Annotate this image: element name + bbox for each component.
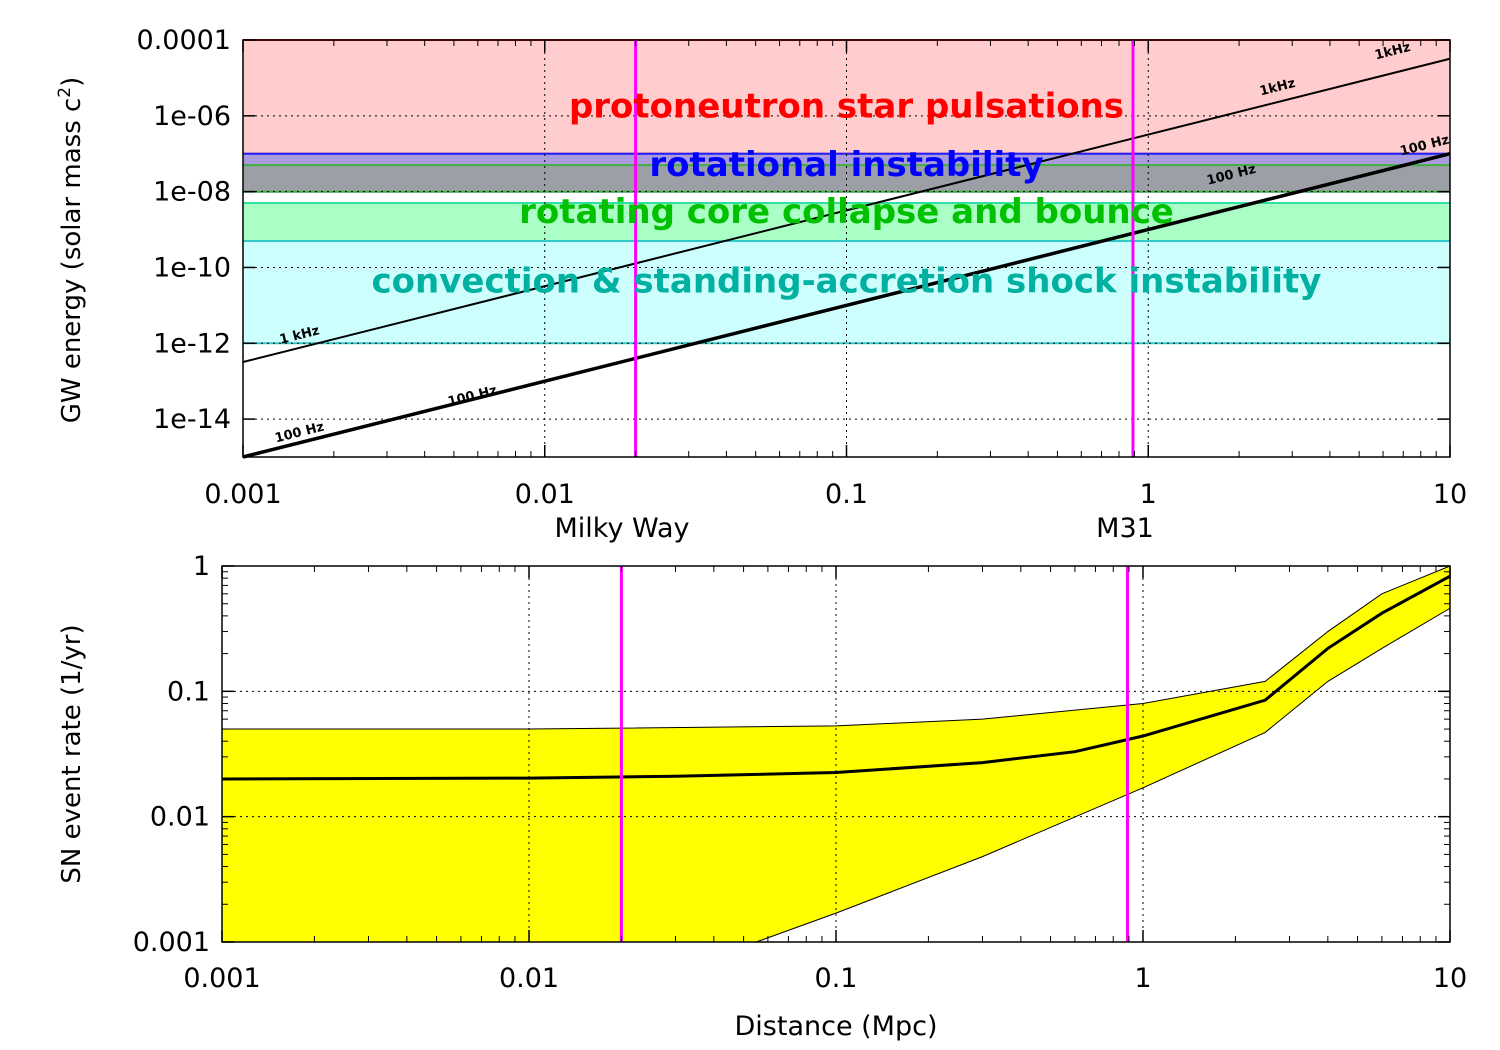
gw-energy-chart: protoneutron star pulsations rotational i… — [55, 25, 1467, 544]
reference-lines — [634, 40, 1135, 457]
y-tick-label: 0.1 — [167, 676, 210, 707]
y-axis-label: GW energy (solar mass c2) — [55, 77, 87, 424]
y-tick-label: 1e-10 — [153, 252, 231, 283]
x-tick-label: 10 — [1433, 963, 1467, 994]
y-tick-label: 1e-12 — [153, 328, 231, 359]
x-tick-label: 1 — [1134, 963, 1151, 994]
sn-rate-chart: 0.001 0.01 0.1 1 10 1 0.1 0.01 0.001 SN event ra… — [57, 551, 1467, 1042]
x-tick-label: 0.001 — [183, 963, 260, 994]
frequency-lines — [242, 57, 1451, 459]
band-label: protoneutron star pulsations — [569, 87, 1124, 127]
y-tick-label: 1e-14 — [153, 404, 231, 435]
band-label: rotational instability — [649, 145, 1043, 185]
band-label: rotating core collapse and bounce — [519, 192, 1174, 232]
m31-label: M31 — [1096, 513, 1154, 544]
y-tick-label: 1 — [193, 551, 210, 582]
rate-median-line — [221, 574, 1451, 781]
milky-way-label: Milky Way — [554, 513, 689, 544]
x-tick-label: 0.01 — [499, 963, 559, 994]
x-tick-label: 0.1 — [825, 479, 868, 510]
x-tick-label: 0.001 — [204, 479, 281, 510]
y-tick-label: 0.001 — [133, 927, 210, 958]
y-axis-label-superscript: 2 — [55, 87, 75, 98]
y-tick-label: 0.0001 — [137, 25, 231, 56]
tick-labels: 0.001 0.01 0.1 1 10 1 0.1 0.01 0.001 — [133, 551, 1467, 994]
tick-labels: 0.001 0.01 0.1 1 10 0.0001 1e-06 1e-08 1e-10 1e-1… — [137, 25, 1468, 510]
y-tick-label: 0.01 — [150, 802, 210, 833]
x-tick-label: 10 — [1433, 479, 1467, 510]
reference-lines — [619, 566, 1129, 942]
band-label: convection & standing-accretion shock in… — [372, 261, 1322, 301]
line-100-hz — [242, 152, 1451, 459]
plot-frame — [242, 39, 1451, 458]
y-axis-label: SN event rate (1/yr) — [57, 624, 87, 883]
grid-lines — [222, 566, 1450, 942]
y-tick-label: 1e-08 — [153, 177, 231, 208]
line-1-khz — [242, 57, 1451, 364]
x-tick-label: 1 — [1140, 479, 1157, 510]
band-labels: protoneutron star pulsations rotational i… — [372, 87, 1322, 302]
x-axis-label: Distance (Mpc) — [735, 1011, 938, 1042]
y-axis-label-end: ) — [57, 77, 87, 87]
x-tick-label: 0.01 — [515, 479, 575, 510]
plot-frame — [221, 565, 1451, 943]
y-tick-label: 1e-06 — [153, 101, 231, 132]
x-tick-label: 0.1 — [815, 963, 858, 994]
rate-line — [221, 574, 1451, 781]
